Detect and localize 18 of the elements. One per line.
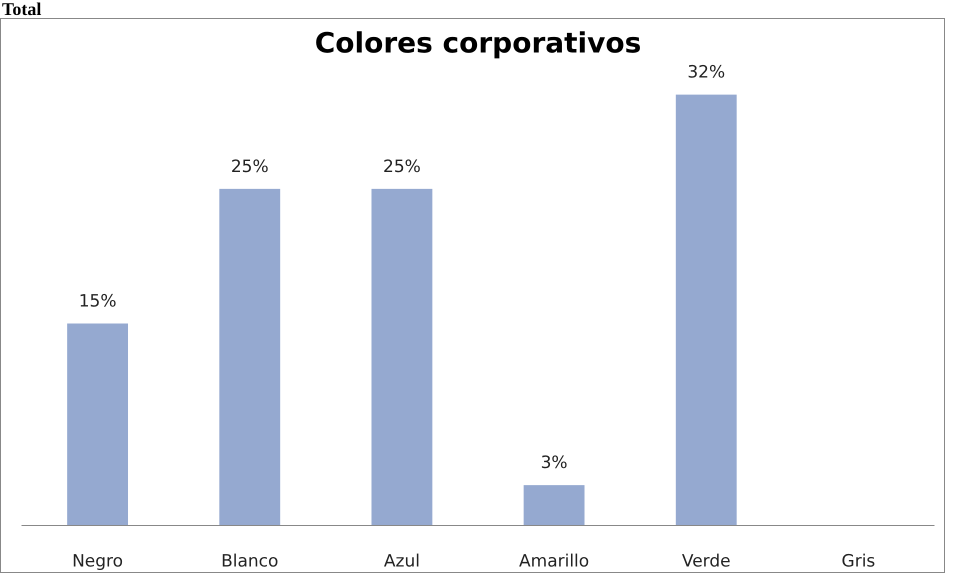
bar bbox=[371, 188, 432, 526]
x-tick-label: Amarillo bbox=[519, 552, 590, 572]
x-tick-label: Gris bbox=[842, 552, 876, 572]
bar bbox=[67, 324, 128, 526]
bar bbox=[524, 485, 585, 526]
bar bbox=[676, 94, 737, 526]
text: Total bbox=[2, 0, 42, 19]
chart-title: Colores corporativos bbox=[314, 26, 642, 60]
x-tick-label: Azul bbox=[384, 552, 420, 572]
x-tick-label: Negro bbox=[72, 552, 124, 572]
data-label: 25% bbox=[383, 156, 421, 177]
bar bbox=[219, 188, 280, 526]
data-label: 3% bbox=[540, 453, 568, 474]
data-label: 15% bbox=[78, 292, 116, 312]
x-tick-label: Blanco bbox=[221, 552, 278, 572]
data-label: 32% bbox=[687, 62, 726, 83]
x-tick-label: Verde bbox=[682, 552, 731, 572]
data-label: 25% bbox=[230, 156, 269, 177]
